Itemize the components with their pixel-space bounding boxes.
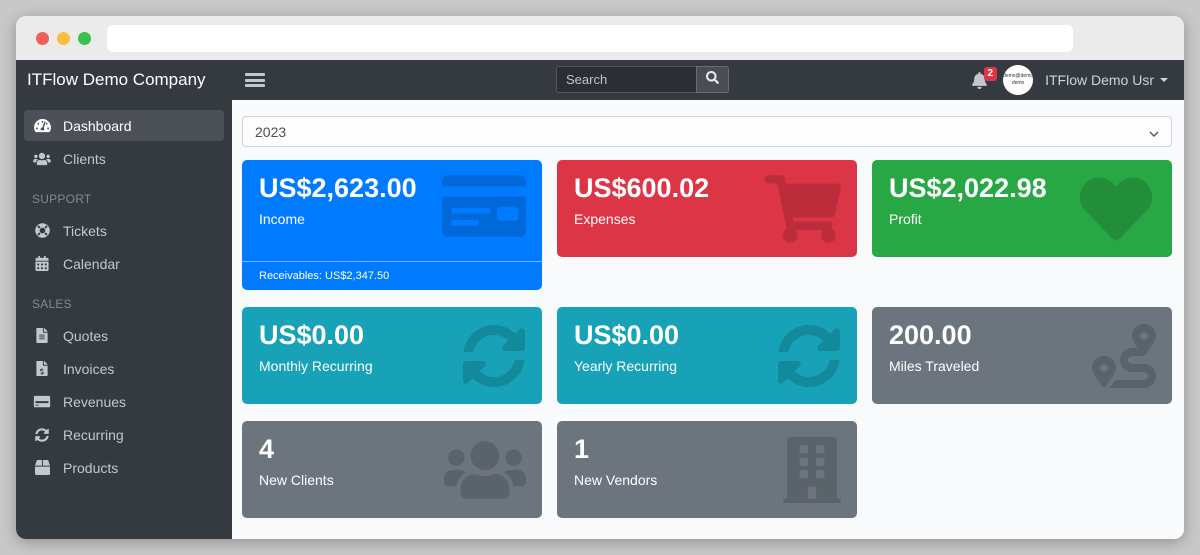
new-vendors-card[interactable]: 1 New Vendors	[557, 421, 857, 518]
profit-card[interactable]: US$2,022.98 Profit	[872, 160, 1172, 257]
heart-icon	[1076, 173, 1156, 245]
file-invoice-icon	[32, 361, 52, 376]
sidebar-item-label: Clients	[63, 150, 106, 167]
sidebar-item-products[interactable]: Products	[24, 452, 224, 483]
monthly-recurring-label: Monthly Recurring	[259, 358, 373, 375]
file-icon	[32, 328, 52, 343]
monthly-recurring-value: US$0.00	[259, 320, 365, 350]
chevron-down-icon	[1160, 78, 1168, 82]
expenses-card[interactable]: US$600.02 Expenses	[557, 160, 857, 257]
sidebar-item-quotes[interactable]: Quotes	[24, 320, 224, 351]
user-avatar[interactable]: demo@demo demo	[1003, 65, 1034, 95]
sidebar-item-label: Products	[63, 459, 119, 476]
chevron-down-icon	[1149, 124, 1159, 140]
income-label: Income	[259, 211, 305, 228]
user-menu-label: ITFlow Demo Usr	[1045, 72, 1154, 88]
shopping-cart-icon	[765, 174, 841, 243]
sidebar-item-invoices[interactable]: Invoices	[24, 353, 224, 384]
sidebar-item-tickets[interactable]: Tickets	[24, 215, 224, 246]
users-icon	[444, 437, 526, 503]
maximize-window-button[interactable]	[78, 31, 91, 45]
monthly-recurring-card[interactable]: US$0.00 Monthly Recurring	[242, 307, 542, 404]
building-icon	[783, 436, 841, 503]
close-window-button[interactable]	[36, 31, 49, 45]
sidebar-item-recurring[interactable]: Recurring	[24, 419, 224, 450]
sidebar-item-dashboard[interactable]: Dashboard	[24, 110, 224, 141]
sidebar-toggle-button[interactable]	[245, 73, 265, 87]
new-vendors-label: New Vendors	[574, 472, 658, 489]
sidebar-item-calendar[interactable]: Calendar	[24, 248, 224, 279]
search-button[interactable]	[696, 66, 729, 93]
bell-icon	[972, 71, 988, 89]
sidebar-item-label: Revenues	[63, 393, 127, 410]
expenses-value: US$600.02	[574, 173, 710, 203]
notification-count-badge: 2	[983, 66, 998, 81]
global-search	[556, 66, 729, 93]
yearly-recurring-card[interactable]: US$0.00 Yearly Recurring	[557, 307, 857, 404]
yearly-recurring-label: Yearly Recurring	[574, 358, 677, 375]
sync-icon	[777, 324, 841, 388]
expenses-label: Expenses	[574, 211, 636, 228]
address-bar[interactable]	[107, 24, 1073, 52]
yearly-recurring-value: US$0.00	[574, 320, 680, 350]
browser-chrome	[16, 16, 1184, 60]
sidebar-item-revenues[interactable]: Revenues	[24, 386, 224, 417]
sidebar-item-label: Calendar	[63, 255, 120, 272]
life-ring-icon	[32, 223, 52, 238]
minimize-window-button[interactable]	[57, 31, 70, 45]
sidebar-item-label: Invoices	[63, 360, 115, 377]
sidebar-section-support: SUPPORT	[32, 192, 92, 206]
year-select[interactable]: 2023	[242, 116, 1172, 147]
sidebar-item-label: Quotes	[63, 327, 109, 344]
tachometer-icon	[32, 118, 52, 133]
new-clients-card[interactable]: 4 New Clients	[242, 421, 542, 518]
route-icon	[1092, 323, 1156, 388]
sync-icon	[32, 427, 52, 442]
profit-label: Profit	[889, 211, 922, 228]
new-clients-value: 4	[259, 434, 275, 464]
profit-value: US$2,022.98	[889, 173, 1047, 203]
calendar-icon	[32, 256, 52, 271]
box-icon	[32, 460, 52, 475]
sidebar: Dashboard Clients SUPPORT Tickets Cal	[16, 100, 232, 539]
income-value: US$2,623.00	[259, 173, 417, 203]
app-brand: ITFlow Demo Company	[27, 70, 206, 89]
sync-icon	[462, 324, 526, 388]
income-receivables: Receivables: US$2,347.50	[242, 261, 542, 290]
dashboard-content: 2023 US$2,623.00 Income Receivables: US$…	[232, 100, 1184, 539]
miles-traveled-value: 200.00	[889, 320, 972, 350]
miles-traveled-card[interactable]: 200.00 Miles Traveled	[872, 307, 1172, 404]
new-vendors-value: 1	[574, 434, 590, 464]
sidebar-item-label: Recurring	[63, 426, 124, 443]
notifications-button[interactable]: 2	[972, 66, 998, 89]
income-card[interactable]: US$2,623.00 Income Receivables: US$2,347…	[242, 160, 542, 290]
money-check-icon	[32, 395, 52, 408]
stat-cards-grid: US$2,623.00 Income Receivables: US$2,347…	[242, 160, 1172, 518]
users-icon	[32, 152, 52, 166]
sidebar-item-label: Dashboard	[63, 117, 132, 134]
user-menu[interactable]: ITFlow Demo Usr	[1045, 72, 1168, 88]
new-clients-label: New Clients	[259, 472, 334, 489]
miles-traveled-label: Miles Traveled	[889, 358, 980, 375]
year-select-value: 2023	[255, 123, 287, 140]
browser-window: ITFlow Demo Company 2 demo@demo demo	[16, 16, 1184, 539]
search-icon	[706, 70, 719, 89]
sidebar-section-sales: SALES	[32, 297, 72, 311]
sidebar-item-label: Tickets	[63, 222, 107, 239]
sidebar-item-clients[interactable]: Clients	[24, 143, 224, 174]
search-input[interactable]	[556, 66, 696, 93]
top-navbar: ITFlow Demo Company 2 demo@demo demo	[16, 60, 1184, 100]
credit-card-icon	[442, 175, 526, 237]
